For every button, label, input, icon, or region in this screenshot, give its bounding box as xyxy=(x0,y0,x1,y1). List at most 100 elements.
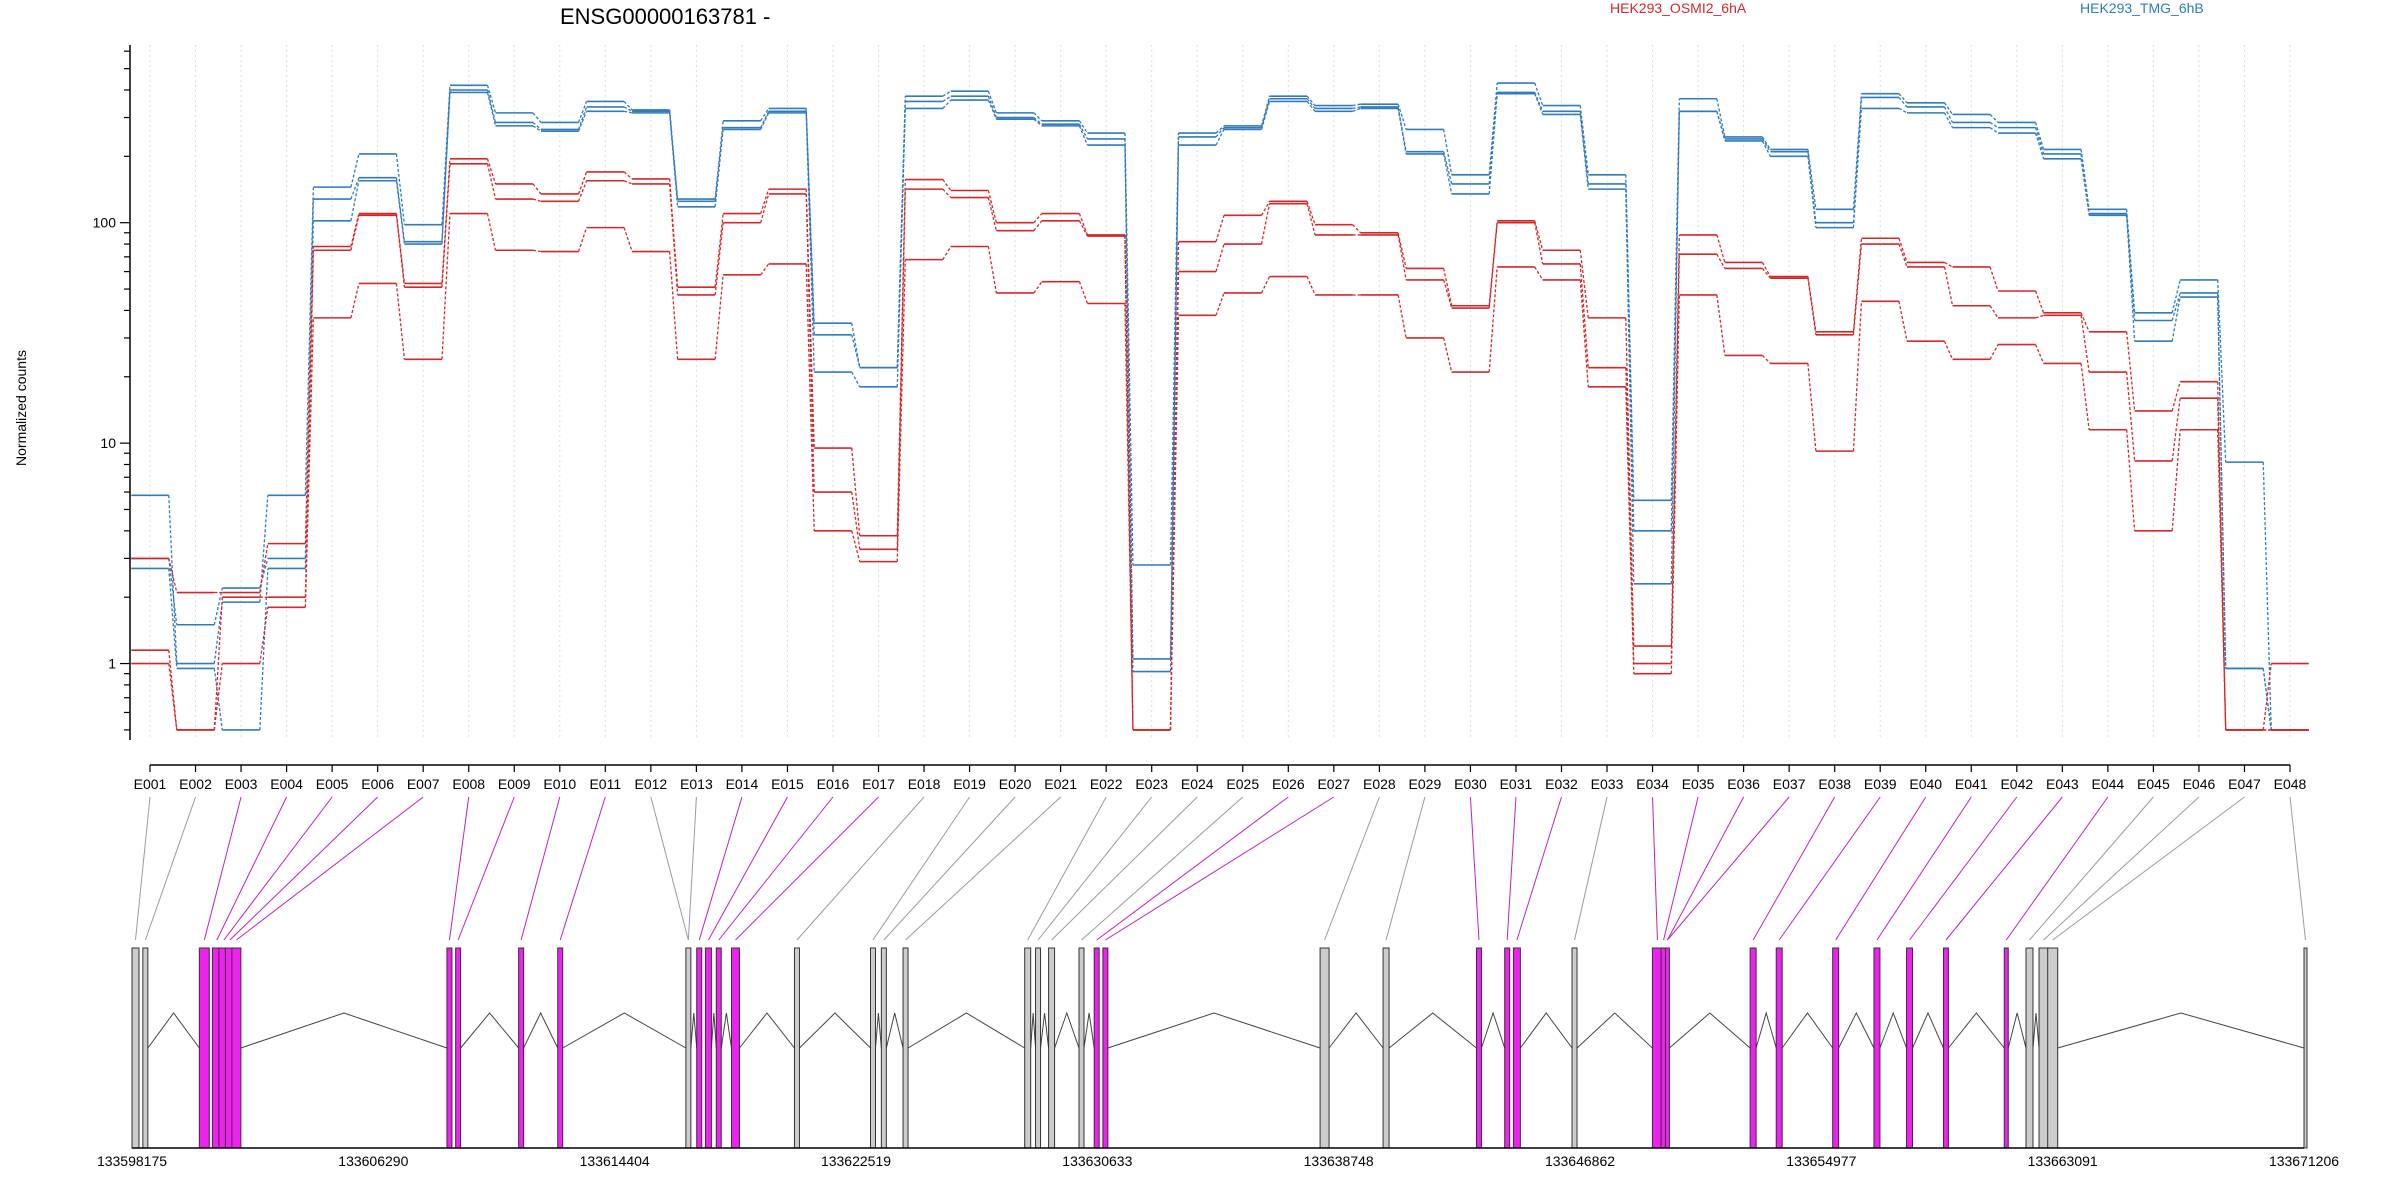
series-transition xyxy=(1898,243,1908,268)
intron-line xyxy=(460,1012,520,1049)
exon-connector xyxy=(1835,796,1927,941)
series-transition xyxy=(168,650,178,730)
genomic-coordinate-axis: 133598175 133606290 133614404 133622519 1336… xyxy=(97,1147,2339,1169)
intron-line xyxy=(1480,1011,1506,1049)
series-transition xyxy=(987,90,997,114)
series-transition xyxy=(1124,303,1134,730)
series-transition xyxy=(1443,153,1453,195)
exon-connector xyxy=(687,796,697,941)
series-transition xyxy=(1944,261,1953,268)
exon-label-E029: E029 xyxy=(1409,776,1442,792)
series-transition xyxy=(395,213,406,284)
exon-label-E005: E005 xyxy=(316,776,349,792)
series-transition xyxy=(942,179,952,191)
series-transition xyxy=(1124,236,1134,730)
series-transition xyxy=(1169,271,1180,730)
series-transition xyxy=(213,587,223,625)
series-transition xyxy=(350,177,360,200)
series-transition xyxy=(987,99,997,120)
series-transition xyxy=(760,111,770,128)
coordinate-label: 133622519 xyxy=(821,1153,891,1169)
series-transition xyxy=(1761,140,1771,157)
series-transition xyxy=(2217,398,2227,730)
series-transition xyxy=(1898,301,1908,342)
series-transition xyxy=(2034,127,2045,155)
series-transition xyxy=(1898,97,1908,108)
series-transition xyxy=(1579,250,1589,318)
exon-label-E016: E016 xyxy=(817,776,850,792)
series-transition xyxy=(1670,294,1680,674)
exon-box xyxy=(793,947,800,1149)
exon-box xyxy=(1319,947,1330,1149)
legend-entry-tmg: HEK293_TMG_6hB xyxy=(2080,0,2204,16)
series-transition xyxy=(1579,279,1589,387)
intron-line xyxy=(1388,1012,1477,1049)
exon-connector xyxy=(718,796,834,941)
exon-label-E036: E036 xyxy=(1727,776,1760,792)
series-transition xyxy=(1989,266,1999,292)
series-transition xyxy=(532,121,542,130)
series-transition xyxy=(851,530,861,562)
series-transition xyxy=(1670,254,1680,664)
series-transition xyxy=(2262,462,2272,730)
series-transition xyxy=(1078,123,1088,140)
exon-connector xyxy=(2043,796,2200,941)
y-tick-label: 100 xyxy=(93,215,117,231)
exon-box xyxy=(2038,947,2049,1149)
series-transition xyxy=(1625,317,1635,647)
series-transition xyxy=(942,246,952,260)
exon-label-E011: E011 xyxy=(589,776,621,792)
exon-connector xyxy=(735,796,879,941)
series-transition xyxy=(1534,82,1544,106)
series-transition xyxy=(1488,220,1498,306)
exon-connector xyxy=(448,796,470,941)
exon-connector xyxy=(2052,796,2245,941)
exon-box xyxy=(142,947,149,1149)
exon-label-E003: E003 xyxy=(225,776,258,792)
exon-connector xyxy=(1663,796,1699,941)
series-transition xyxy=(1397,294,1407,339)
exon-label-E012: E012 xyxy=(634,776,667,792)
exon-connector xyxy=(1051,796,1198,941)
series-transition xyxy=(1033,281,1043,294)
series-transition xyxy=(2171,429,2181,531)
exon-box xyxy=(131,947,140,1149)
exon-box xyxy=(231,947,242,1149)
exon-box xyxy=(1024,947,1032,1149)
intron-line xyxy=(1948,1012,2005,1049)
series-transition xyxy=(2262,663,2272,730)
coordinate-label: 133671206 xyxy=(2269,1153,2339,1169)
series-transition xyxy=(1078,213,1089,236)
exon-connector xyxy=(905,796,1061,941)
series-transition xyxy=(1215,129,1225,146)
series-transition xyxy=(168,568,178,669)
series-transition xyxy=(168,558,178,625)
series-transition xyxy=(486,213,497,251)
exon-box xyxy=(1749,947,1757,1149)
exon-connector xyxy=(1909,796,2018,941)
series-transition xyxy=(1716,98,1726,138)
series-transition xyxy=(259,607,269,664)
series-transition xyxy=(2217,429,2227,730)
coordinate-label: 133614404 xyxy=(580,1153,650,1169)
intron-line xyxy=(1328,1012,1384,1049)
series-transition xyxy=(1033,118,1043,127)
series-transition xyxy=(1397,232,1407,269)
series-transition xyxy=(1306,276,1316,296)
series-transition xyxy=(213,597,223,730)
exon-label-E026: E026 xyxy=(1272,776,1305,792)
exon-connector xyxy=(2029,796,2154,941)
exon-label-E010: E010 xyxy=(543,776,576,792)
exon-box xyxy=(557,947,564,1149)
exon-label-E014: E014 xyxy=(726,776,759,792)
series-transition xyxy=(1989,305,1999,319)
series-transition xyxy=(1761,136,1771,150)
intron-line xyxy=(690,1012,698,1049)
series-transition xyxy=(577,111,588,132)
intron-line xyxy=(1838,1011,1875,1049)
series-transition xyxy=(1352,103,1361,107)
series-transition xyxy=(259,495,269,603)
series-4 xyxy=(131,157,2309,731)
series-transition xyxy=(2217,279,2227,463)
exon-connector xyxy=(236,796,424,941)
